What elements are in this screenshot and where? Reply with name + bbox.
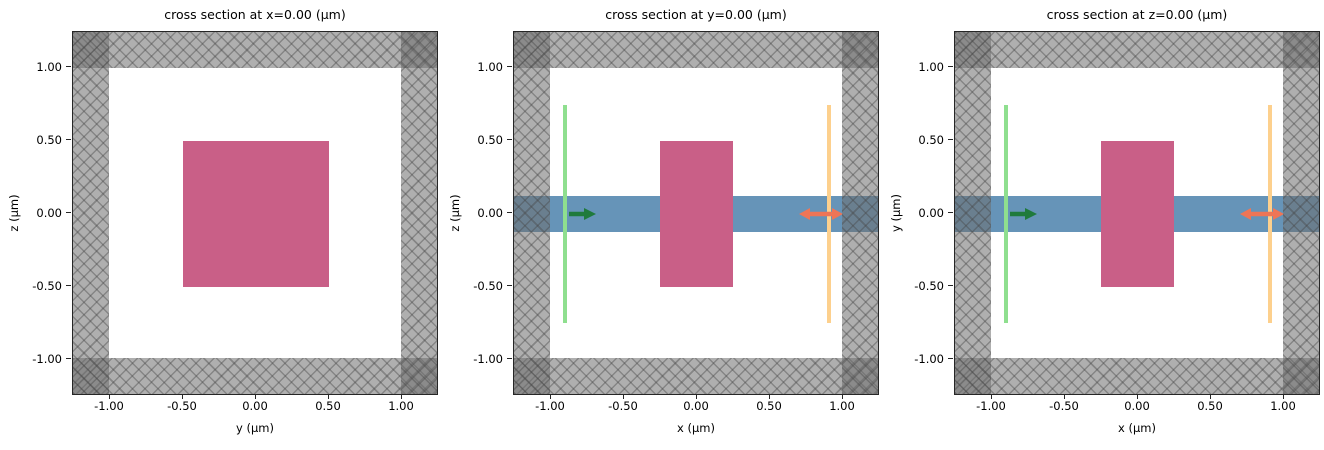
x-tick-label: 1.00 (1251, 395, 1315, 413)
x-tick-label: 0.50 (1178, 395, 1242, 413)
x-tick-label: 1.00 (369, 395, 433, 413)
x-tick-label: -1.00 (518, 395, 582, 413)
structure-box (183, 141, 329, 287)
panel-cross-section-x: cross section at x=0.00 (μm) z (μm) 1.00… (0, 0, 441, 450)
y-tick-label: -1.00 (14, 351, 71, 367)
x-axis-label: x (μm) (1118, 421, 1156, 435)
pml-region-right (842, 32, 878, 394)
plot-area (513, 31, 879, 395)
source-line (1004, 105, 1008, 323)
x-tick-label: -0.50 (1032, 395, 1096, 413)
panel-title: cross section at x=0.00 (μm) (164, 7, 346, 22)
y-tick-label: 0.00 (896, 205, 953, 221)
pml-region-left (955, 32, 991, 394)
source-line (563, 105, 567, 323)
y-tick-label: 1.00 (14, 59, 71, 75)
mode-monitor-arrow-icon (799, 208, 843, 220)
x-axis-label: x (μm) (677, 421, 715, 435)
y-tick-label: 0.50 (896, 132, 953, 148)
pml-region-top (514, 32, 878, 68)
pml-region-left (514, 32, 550, 394)
x-axis-label: y (μm) (236, 421, 274, 435)
panel-cross-section-z: cross section at z=0.00 (μm) y (μm) 1.00… (882, 0, 1323, 450)
mode-source-arrow-icon (569, 208, 596, 220)
structure-box (660, 141, 733, 287)
panel-title: cross section at y=0.00 (μm) (605, 7, 787, 22)
y-tick-label: 1.00 (455, 59, 512, 75)
y-tick-label: -1.00 (455, 351, 512, 367)
x-tick-label: -0.50 (591, 395, 655, 413)
mode-monitor-arrow-icon (1240, 208, 1284, 220)
y-tick-label: 1.00 (896, 59, 953, 75)
x-tick-label: -1.00 (959, 395, 1023, 413)
panel-cross-section-y: cross section at y=0.00 (μm) z (μm) 1.00… (441, 0, 882, 450)
y-tick-label: 0.00 (455, 205, 512, 221)
plot-area (72, 31, 438, 395)
x-tick-label: 0.00 (223, 395, 287, 413)
x-tick-label: -1.00 (77, 395, 141, 413)
y-tick-label: 0.50 (14, 132, 71, 148)
pml-region-bottom (514, 358, 878, 394)
panel-title: cross section at z=0.00 (μm) (1046, 7, 1228, 22)
plot-area (954, 31, 1320, 395)
x-tick-label: 0.50 (737, 395, 801, 413)
x-tick-label: 0.00 (664, 395, 728, 413)
y-tick-label: -0.50 (896, 278, 953, 294)
x-tick-label: -0.50 (150, 395, 214, 413)
pml-region-top (955, 32, 1319, 68)
x-tick-label: 0.00 (1105, 395, 1169, 413)
pml-region-right (401, 32, 437, 394)
mode-source-arrow-icon (1010, 208, 1037, 220)
structure-box (1101, 141, 1174, 287)
y-tick-label: -1.00 (896, 351, 953, 367)
pml-region-bottom (955, 358, 1319, 394)
y-tick-label: -0.50 (455, 278, 512, 294)
pml-region-right (1283, 32, 1319, 394)
y-tick-label: -0.50 (14, 278, 71, 294)
y-tick-label: 0.00 (14, 205, 71, 221)
x-tick-label: 1.00 (810, 395, 874, 413)
pml-region-top (73, 32, 437, 68)
pml-region-bottom (73, 358, 437, 394)
x-tick-label: 0.50 (296, 395, 360, 413)
pml-region-left (73, 32, 109, 394)
y-tick-label: 0.50 (455, 132, 512, 148)
